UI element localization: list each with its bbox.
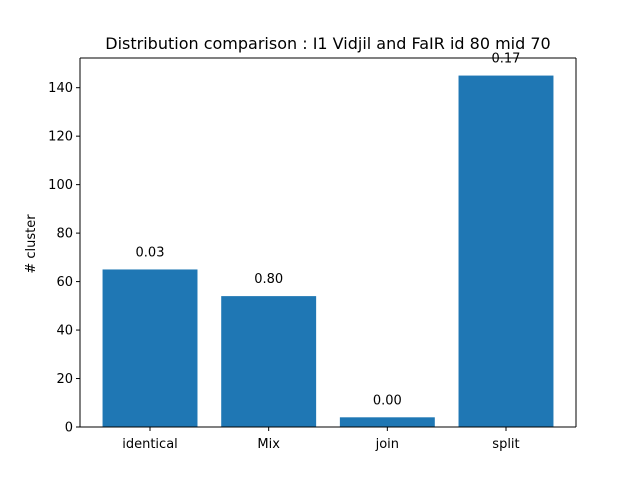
- y-axis-label: # cluster: [24, 214, 39, 274]
- x-tick-label: split: [492, 437, 519, 452]
- y-tick-label: 60: [56, 275, 73, 290]
- y-tick-label: 20: [56, 372, 73, 387]
- bar-value-label: 0.80: [254, 272, 283, 287]
- bar-value-label: 0.00: [373, 393, 402, 408]
- y-tick-label: 100: [48, 178, 73, 193]
- bar-value-label: 0.17: [492, 52, 521, 67]
- x-tick-label: join: [375, 437, 399, 452]
- chart-title: Distribution comparison : I1 Vidjil and …: [105, 34, 550, 53]
- y-tick-label: 40: [56, 324, 73, 339]
- bar-mix: [221, 296, 317, 427]
- x-tick-label: identical: [122, 437, 178, 452]
- y-tick-label: 80: [56, 227, 73, 242]
- y-tick-label: 120: [48, 130, 73, 145]
- plot-area: 0.03 0.80 0.00 0.17 0 20 40 60 80 100 120 140 identi…: [48, 52, 577, 452]
- bar-join: [339, 417, 435, 427]
- bar-value-label: 0.03: [136, 245, 165, 260]
- bar-split: [458, 75, 554, 427]
- y-tick-label: 140: [48, 81, 73, 96]
- y-tick-label: 0: [65, 421, 73, 436]
- bar-identical: [102, 269, 198, 427]
- x-tick-label: Mix: [257, 437, 280, 452]
